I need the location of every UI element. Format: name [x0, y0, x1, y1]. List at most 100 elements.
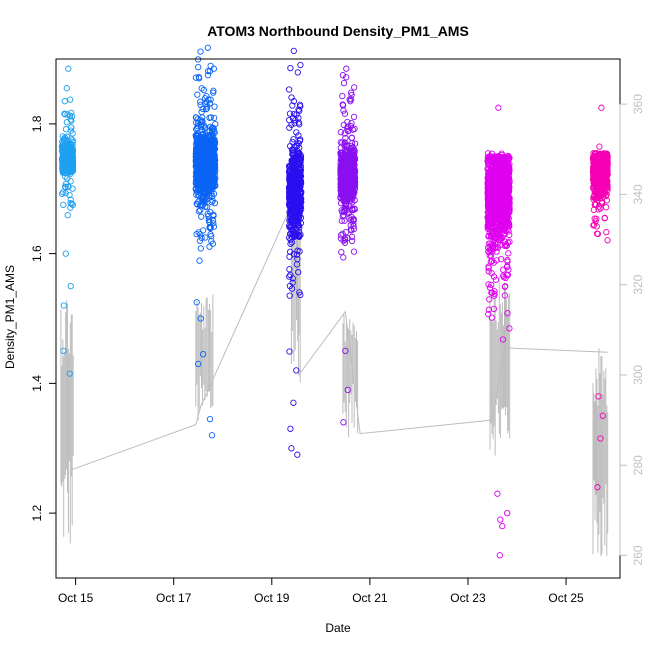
data-point-outlier	[66, 370, 73, 377]
data-point	[67, 127, 75, 134]
data-point	[342, 134, 349, 142]
data-point	[289, 180, 296, 188]
data-point	[337, 129, 345, 136]
data-point-outlier	[594, 484, 601, 491]
y2-tick-label: 320	[631, 274, 645, 294]
data-point	[339, 92, 346, 100]
data-point	[198, 85, 205, 92]
data-point	[486, 221, 493, 229]
data-point	[206, 133, 213, 140]
data-point	[69, 185, 76, 192]
data-point	[345, 152, 353, 159]
data-point	[497, 199, 505, 206]
data-point	[348, 162, 355, 169]
data-point	[210, 128, 218, 135]
data-point	[59, 169, 67, 176]
data-point	[338, 181, 346, 188]
data-point	[287, 217, 294, 224]
data-point	[195, 154, 202, 161]
data-point-outlier	[60, 347, 67, 355]
data-point	[202, 100, 209, 108]
data-point-outlier	[290, 399, 297, 406]
data-point	[503, 169, 510, 176]
data-point	[198, 234, 205, 241]
data-point	[487, 258, 494, 265]
data-point-outlier	[598, 104, 605, 111]
data-point	[501, 283, 509, 291]
data-point	[202, 234, 209, 241]
data-point	[192, 74, 200, 81]
data-point	[504, 213, 512, 220]
data-point	[487, 252, 495, 259]
data-point	[486, 240, 493, 247]
data-point	[504, 310, 511, 317]
data-point	[68, 166, 75, 173]
data-point	[204, 67, 212, 75]
data-point	[66, 159, 73, 167]
data-point	[293, 129, 300, 136]
data-point	[342, 205, 349, 212]
data-point	[64, 212, 71, 219]
data-point	[293, 185, 300, 192]
chart-title: ATOM3 Northbound Density_PM1_AMS	[207, 23, 469, 39]
data-point	[485, 189, 492, 196]
data-point	[593, 230, 601, 237]
data-point	[211, 103, 218, 110]
data-point	[351, 205, 358, 212]
data-point	[286, 191, 293, 199]
data-point	[337, 232, 345, 239]
data-point	[291, 232, 298, 239]
data-point	[196, 237, 204, 244]
data-point-outlier	[597, 435, 604, 442]
data-point	[63, 160, 71, 167]
data-point	[348, 190, 355, 198]
data-point	[502, 175, 509, 182]
data-point	[340, 254, 347, 261]
data-point	[194, 91, 201, 98]
data-point	[193, 126, 200, 133]
data-point	[293, 174, 300, 181]
data-point	[197, 48, 204, 55]
data-point	[290, 251, 297, 258]
data-point	[296, 137, 304, 145]
data-point	[297, 169, 304, 176]
data-point	[198, 213, 205, 220]
data-point	[598, 200, 606, 207]
data-point	[488, 314, 495, 321]
data-point	[501, 242, 509, 250]
data-point	[349, 198, 356, 206]
data-point	[290, 47, 297, 55]
data-point	[205, 134, 212, 141]
data-point	[294, 153, 301, 160]
data-point	[601, 215, 608, 222]
data-point	[296, 101, 304, 108]
data-point	[289, 102, 296, 109]
data-point	[205, 96, 212, 103]
data-point	[349, 161, 356, 168]
data-point	[499, 217, 506, 224]
data-point	[68, 200, 75, 207]
data-point	[210, 223, 218, 230]
data-point	[498, 234, 505, 241]
data-point	[192, 162, 200, 169]
x-tick-label: Oct 23	[450, 591, 486, 605]
data-point	[485, 263, 492, 270]
data-point	[348, 233, 356, 241]
data-point	[198, 155, 205, 162]
data-point	[287, 64, 294, 72]
data-point	[341, 239, 349, 246]
data-point	[499, 336, 507, 343]
data-point	[61, 183, 69, 190]
data-point	[485, 306, 493, 313]
data-point	[339, 213, 346, 220]
data-point	[500, 175, 507, 182]
data-point	[593, 155, 600, 162]
data-point	[59, 189, 67, 196]
data-point	[488, 173, 495, 180]
data-point	[193, 230, 200, 238]
data-point	[599, 151, 606, 158]
data-point-outlier	[497, 516, 504, 523]
data-point	[488, 153, 496, 160]
data-point	[210, 211, 217, 218]
data-point	[503, 157, 510, 165]
